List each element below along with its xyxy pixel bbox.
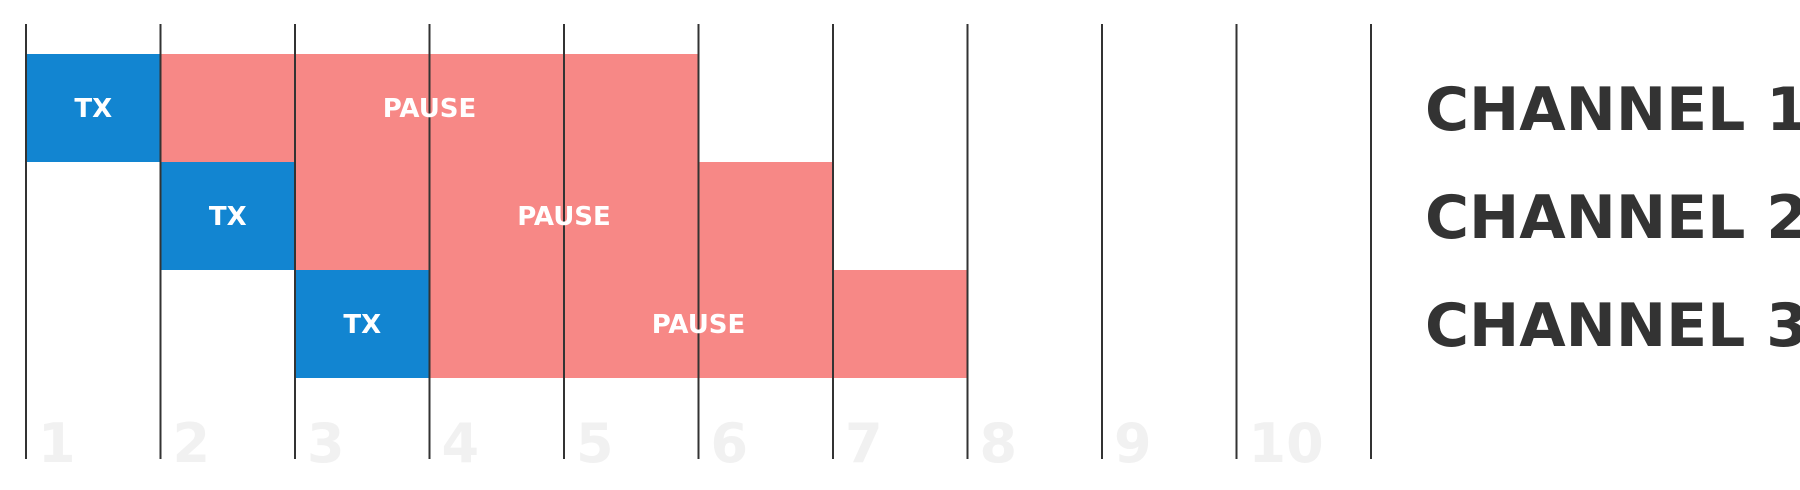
slot-number: 5	[576, 412, 614, 475]
channel-blocks	[26, 54, 968, 378]
tx-label: TX	[343, 310, 381, 340]
slot-number: 10	[1249, 412, 1324, 475]
tx-block	[26, 54, 161, 162]
tx-label: TX	[209, 202, 247, 232]
block-labels: TX PAUSE TX PAUSE TX PAUSE	[74, 94, 745, 340]
pause-label: PAUSE	[517, 202, 611, 232]
pause-label: PAUSE	[383, 94, 477, 124]
pause-label: PAUSE	[652, 310, 746, 340]
channel-label: CHANNEL 3	[1425, 291, 1800, 361]
slot-number: 4	[442, 412, 480, 475]
slot-number: 9	[1114, 412, 1152, 475]
slot-number: 3	[307, 412, 345, 475]
channel-label: CHANNEL 1	[1425, 75, 1800, 145]
channel-labels: CHANNEL 1 CHANNEL 2 CHANNEL 3	[1425, 75, 1800, 361]
tx-block	[295, 270, 430, 378]
gridlines	[25, 24, 1372, 459]
slot-numbers: 1 2 3 4 5 6 7 8 9 10	[38, 412, 1324, 475]
slot-number: 2	[173, 412, 211, 475]
channel-label: CHANNEL 2	[1425, 183, 1800, 253]
slot-number: 7	[845, 412, 883, 475]
slot-number: 6	[711, 412, 749, 475]
slot-number: 8	[980, 412, 1018, 475]
slot-number: 1	[38, 412, 76, 475]
tx-block	[160, 162, 295, 270]
tx-label: TX	[74, 94, 112, 124]
